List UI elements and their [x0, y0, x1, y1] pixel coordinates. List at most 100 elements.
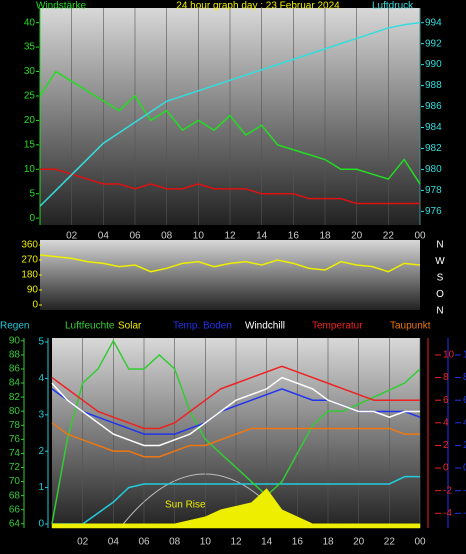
- legend-entry: Solar: [118, 321, 142, 332]
- y-tick-label: 80: [9, 406, 21, 417]
- y-tick-label: 5: [38, 337, 44, 348]
- x-tick-label: 18: [322, 537, 334, 548]
- y-tick-label: 0: [29, 213, 35, 224]
- x-tick-label: 02: [66, 231, 78, 242]
- y2-axis-label: Luftdruck: [372, 1, 414, 12]
- y-axis-label: Windstärke: [36, 1, 86, 12]
- x-tick-label: 14: [261, 537, 273, 548]
- series-line: [39, 70, 421, 185]
- y-tick-label: 988: [425, 80, 442, 91]
- x-tick-label: 04: [98, 231, 110, 242]
- x-tick-label: 08: [169, 537, 181, 548]
- y-tick-label: 64: [9, 518, 21, 529]
- y-tick-label: 35: [24, 42, 36, 53]
- y-tick-label: 8: [443, 372, 449, 383]
- direction-label: N: [436, 240, 443, 251]
- y-tick-label: 0: [443, 463, 449, 474]
- y-tick-label: 90: [9, 335, 21, 346]
- y-tick-label: 8: [463, 372, 466, 383]
- y-tick-label: 78: [9, 420, 21, 431]
- panel-background: [40, 240, 420, 310]
- x-tick-label: 06: [129, 231, 141, 242]
- x-tick-label: 16: [292, 537, 304, 548]
- y-tick-label: 2: [443, 440, 449, 451]
- y-tick-label: 2: [463, 440, 466, 451]
- y-tick-label: 180: [21, 270, 38, 281]
- y-tick-label: 990: [425, 59, 442, 70]
- y-tick-label: 30: [24, 66, 36, 77]
- y-tick-label: 270: [21, 255, 38, 266]
- chart-title: 24 hour graph day : 23 Februar 2024: [176, 1, 340, 12]
- x-tick-label: 20: [353, 537, 365, 548]
- y-tick-label: 4: [463, 417, 466, 428]
- y-tick-label: 10: [463, 350, 466, 361]
- legend-entry: Temp. Boden: [173, 321, 232, 332]
- x-tick-label: 22: [383, 231, 395, 242]
- y-tick-label: 994: [425, 17, 442, 28]
- series-line: [39, 254, 421, 273]
- y-tick-label: 10: [24, 164, 36, 175]
- legend-entry: Temperatur: [312, 321, 363, 332]
- y-tick-label: 360: [21, 240, 38, 251]
- y-tick-label: 986: [425, 101, 442, 112]
- annotation: Sun Rise: [165, 500, 206, 511]
- series-area: [51, 488, 421, 529]
- x-tick-label: 02: [77, 537, 89, 548]
- legend-entry: Windchill: [245, 321, 285, 332]
- x-tick-label: 12: [230, 537, 242, 548]
- x-tick-label: 06: [138, 537, 150, 548]
- x-tick-label: 12: [224, 231, 236, 242]
- y-tick-label: -2: [443, 485, 452, 496]
- x-tick-label: 08: [161, 231, 173, 242]
- series-line: [51, 365, 420, 430]
- x-tick-label: 10: [200, 537, 212, 548]
- y-tick-label: 3: [38, 409, 44, 420]
- x-tick-label: 22: [384, 537, 396, 548]
- series-line: [51, 376, 420, 447]
- y-tick-label: -4: [443, 508, 452, 519]
- y-tick-label: 982: [425, 143, 442, 154]
- x-tick-label: 10: [193, 231, 205, 242]
- x-tick-label: 00: [414, 231, 426, 242]
- y-tick-label: -4: [463, 508, 466, 519]
- y-tick-label: 984: [425, 122, 442, 133]
- y-tick-label: 980: [425, 164, 442, 175]
- y-tick-label: 976: [425, 206, 442, 217]
- y-tick-label: 72: [9, 462, 21, 473]
- x-tick-label: 04: [108, 537, 120, 548]
- y-tick-label: 6: [443, 395, 449, 406]
- y-tick-label: 70: [9, 476, 21, 487]
- y-tick-label: 40: [24, 17, 36, 28]
- series-line: [51, 422, 420, 458]
- y-tick-label: 6: [463, 395, 466, 406]
- y-tick-label: 76: [9, 434, 21, 445]
- x-tick-label: 18: [319, 231, 331, 242]
- y-tick-label: 4: [443, 417, 449, 428]
- x-tick-label: 20: [351, 231, 363, 242]
- direction-label: S: [437, 273, 444, 284]
- y-tick-label: 2: [38, 446, 44, 457]
- y-tick-label: 82: [9, 392, 21, 403]
- series-line: [52, 475, 420, 525]
- y-tick-label: 0: [38, 519, 44, 530]
- y-tick-label: 86: [9, 364, 21, 375]
- x-tick-label: 14: [256, 231, 268, 242]
- y-tick-label: 84: [9, 378, 21, 389]
- y-tick-label: 15: [24, 139, 36, 150]
- legend-entry: Luftfeuchte: [65, 321, 115, 332]
- direction-label: O: [436, 289, 444, 300]
- y-tick-label: 90: [27, 285, 39, 296]
- y-tick-label: 1: [38, 482, 44, 493]
- y-tick-label: 992: [425, 38, 442, 49]
- series-line: [40, 168, 420, 205]
- y-tick-label: 4: [38, 373, 44, 384]
- series-line: [39, 21, 421, 207]
- y-tick-label: 88: [9, 350, 21, 361]
- x-tick-label: 00: [414, 537, 426, 548]
- y-tick-label: 20: [24, 115, 36, 126]
- y-tick-label: 74: [9, 448, 21, 459]
- y-tick-label: 5: [29, 188, 35, 199]
- legend-entry: Regen: [0, 321, 29, 332]
- series-line: [51, 339, 421, 524]
